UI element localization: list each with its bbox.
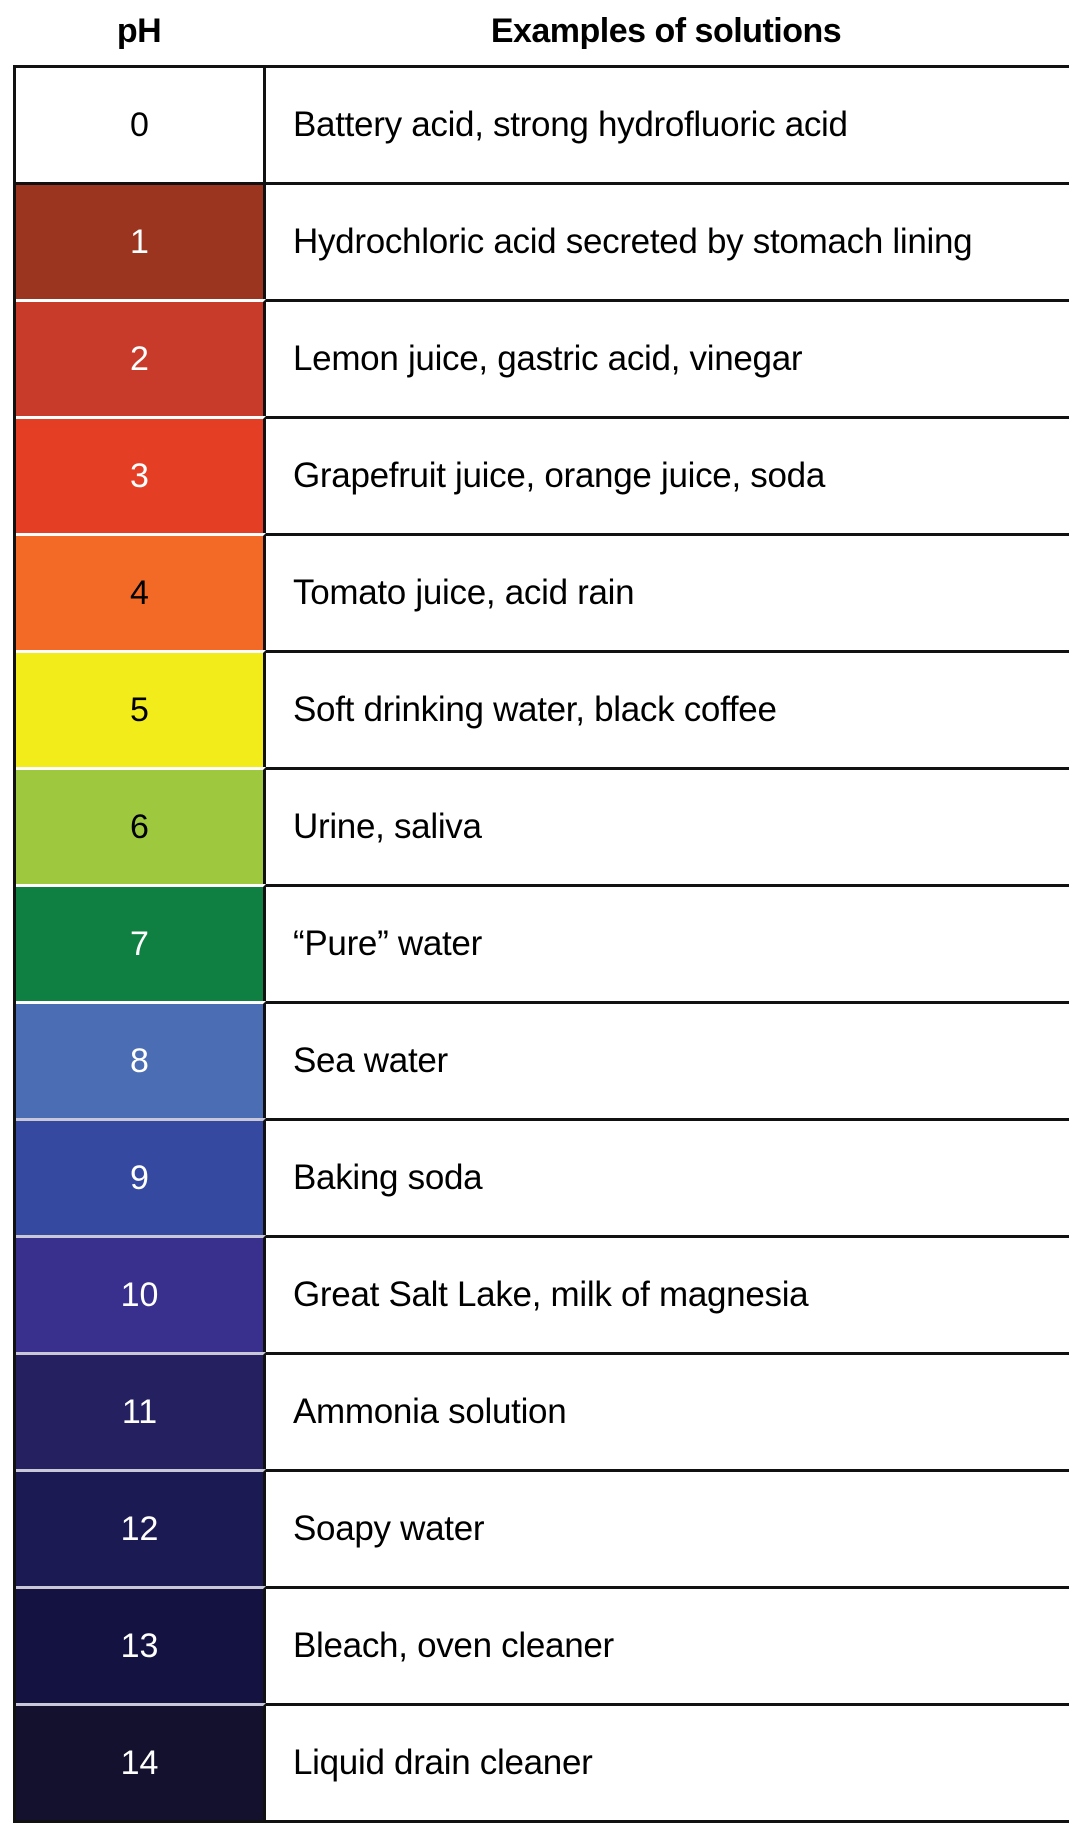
table-row: 9 Baking soda [16, 1118, 1069, 1235]
example-cell: Soapy water [293, 1509, 485, 1548]
example-cell: Hydrochloric acid secreted by stomach li… [293, 222, 973, 261]
example-cell: Lemon juice, gastric acid, vinegar [293, 339, 803, 378]
examples-column-header: Examples of solutions [490, 11, 842, 50]
ph-column-header: pH [116, 11, 162, 50]
example-cell: Great Salt Lake, milk of magnesia [293, 1275, 809, 1314]
ph-value-cell: 6 [16, 767, 266, 884]
example-cell: Sea water [293, 1041, 448, 1080]
table-row: 0 Battery acid, strong hydrofluoric acid [16, 68, 1069, 182]
ph-value-cell: 11 [16, 1352, 266, 1469]
table-row: 10 Great Salt Lake, milk of magnesia [16, 1235, 1069, 1352]
table-row: 6 Urine, saliva [16, 767, 1069, 884]
table-row: 14 Liquid drain cleaner [16, 1703, 1069, 1820]
table-row: 3 Grapefruit juice, orange juice, soda [16, 416, 1069, 533]
example-cell: Bleach, oven cleaner [293, 1626, 614, 1665]
ph-value-cell: 3 [16, 416, 266, 533]
ph-value-cell: 14 [16, 1703, 266, 1820]
table-row: 8 Sea water [16, 1001, 1069, 1118]
ph-value-cell: 12 [16, 1469, 266, 1586]
ph-value-cell: 8 [16, 1001, 266, 1118]
example-cell: Tomato juice, acid rain [293, 573, 635, 612]
table-row: 7 “Pure” water [16, 884, 1069, 1001]
ph-value-cell: 0 [16, 68, 266, 182]
table-row: 5 Soft drinking water, black coffee [16, 650, 1069, 767]
ph-value-cell: 10 [16, 1235, 266, 1352]
ph-value-cell: 7 [16, 884, 266, 1001]
example-cell: Battery acid, strong hydrofluoric acid [293, 105, 848, 144]
table-row: 2 Lemon juice, gastric acid, vinegar [16, 299, 1069, 416]
table-row: 13 Bleach, oven cleaner [16, 1586, 1069, 1703]
table-row: 1 Hydrochloric acid secreted by stomach l… [16, 182, 1069, 299]
ph-value-cell: 4 [16, 533, 266, 650]
table-row: 11 Ammonia solution [16, 1352, 1069, 1469]
ph-value-cell: 13 [16, 1586, 266, 1703]
example-cell: Soft drinking water, black coffee [293, 690, 777, 729]
ph-value-cell: 5 [16, 650, 266, 767]
ph-value-cell: 1 [16, 185, 266, 299]
example-cell: Baking soda [293, 1158, 483, 1197]
example-cell: Grapefruit juice, orange juice, soda [293, 456, 826, 495]
example-cell: Urine, saliva [293, 807, 482, 846]
example-cell: Liquid drain cleaner [293, 1743, 593, 1782]
table-row: 4 Tomato juice, acid rain [16, 533, 1069, 650]
example-cell: “Pure” water [293, 924, 482, 963]
ph-table: 0 Battery acid, strong hydrofluoric acid 1… [13, 65, 1069, 1823]
ph-value-cell: 2 [16, 299, 266, 416]
table-row: 12 Soapy water [16, 1469, 1069, 1586]
ph-value-cell: 9 [16, 1118, 266, 1235]
example-cell: Ammonia solution [293, 1392, 567, 1431]
